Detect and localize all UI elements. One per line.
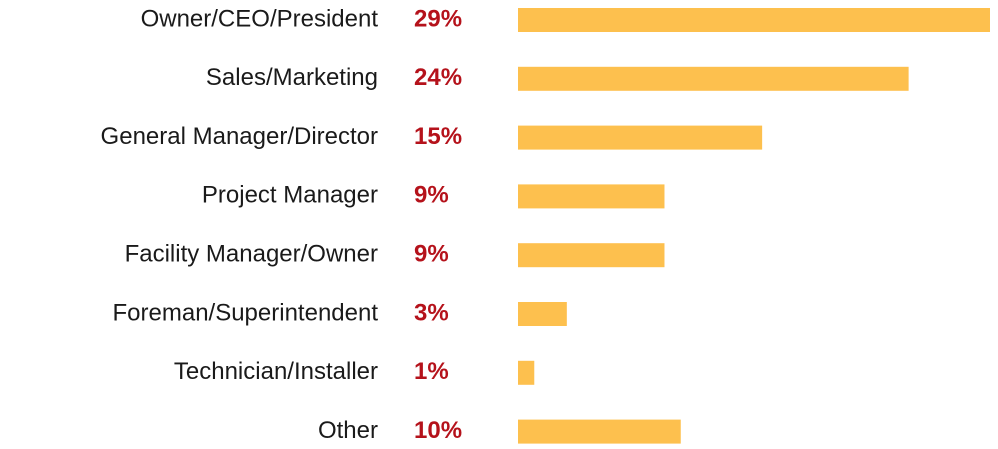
value-label: 24% — [414, 64, 462, 91]
value-label: 15% — [414, 123, 462, 150]
category-label: Owner/CEO/President — [141, 5, 379, 32]
category-label: Foreman/Superintendent — [113, 299, 379, 326]
value-label: 10% — [414, 417, 462, 444]
value-label: 3% — [414, 299, 449, 326]
bar — [518, 243, 665, 268]
category-label: Project Manager — [202, 182, 378, 209]
bar — [518, 184, 665, 209]
category-label: Facility Manager/Owner — [125, 241, 378, 268]
value-label: 29% — [414, 5, 462, 32]
value-label: 9% — [414, 241, 449, 268]
category-label: Sales/Marketing — [206, 64, 378, 91]
bar — [518, 302, 567, 326]
bar — [518, 360, 535, 385]
category-label: Other — [318, 417, 378, 444]
bar — [518, 125, 763, 150]
value-label: 1% — [414, 358, 449, 385]
value-label: 9% — [414, 182, 449, 209]
bar — [518, 66, 909, 91]
category-label: General Manager/Director — [101, 123, 378, 150]
bar — [518, 8, 990, 32]
category-label: Technician/Installer — [174, 358, 378, 385]
bar — [518, 419, 681, 444]
